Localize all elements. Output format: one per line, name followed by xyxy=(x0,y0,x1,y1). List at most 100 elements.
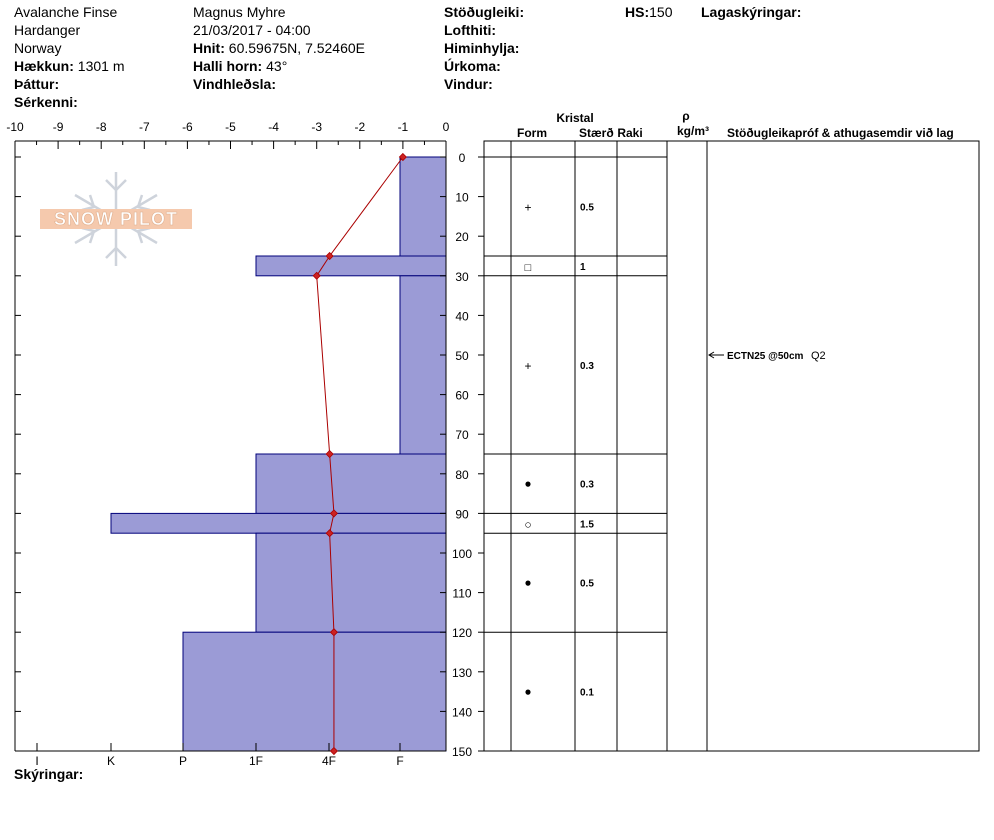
depth-tick-label: 140 xyxy=(452,705,472,719)
size-header: Stærð xyxy=(579,126,614,140)
depth-tick-label: 100 xyxy=(452,547,472,561)
depth-tick-label: 110 xyxy=(452,587,471,601)
coords-value: 60.59675N, 7.52460E xyxy=(228,40,366,56)
observation-datetime: 21/03/2017 - 04:00 xyxy=(193,22,311,38)
elevation-value: 1301 m xyxy=(77,58,125,74)
factors: Þáttur: xyxy=(14,75,125,93)
grain-form-symbol: + xyxy=(524,201,531,215)
moisture-header: Raki xyxy=(617,126,642,140)
hardness-bar xyxy=(110,512,447,534)
grain-size-value: 0.1 xyxy=(580,688,594,699)
rho-header: ρ xyxy=(682,109,689,123)
coordinates: Hnit: 60.59675N, 7.52460E xyxy=(193,39,365,57)
table-frame xyxy=(483,140,980,752)
depth-tick-label: 10 xyxy=(455,191,469,205)
elevation: Hækkun: 1301 m xyxy=(14,57,125,75)
hardness-bar xyxy=(399,275,447,455)
tests-header: Stöðugleikapróf & athugasemdir við lag xyxy=(727,126,954,140)
grain-size-value: 0.3 xyxy=(580,361,594,372)
grain-size-value: 1 xyxy=(580,262,586,273)
slope-value: 43° xyxy=(266,58,288,74)
location-name: Avalanche Finse xyxy=(14,4,118,20)
depth-tick-label: 50 xyxy=(455,349,469,363)
temperature-tick-label: -10 xyxy=(6,120,24,134)
snow-height: HS:150 xyxy=(625,3,672,21)
grain-size-value: 1.5 xyxy=(580,519,594,530)
test-pointer-arrow xyxy=(708,351,715,359)
hardness-tick-label: 4F xyxy=(322,754,336,768)
hardness-bar xyxy=(182,631,447,752)
temperature-tick-label: 0 xyxy=(443,120,450,134)
slope-angle: Halli horn: 43° xyxy=(193,57,365,75)
sky-label: Himinhylja: xyxy=(444,40,520,56)
grain-size-value: 0.5 xyxy=(580,579,594,590)
hardness-bar xyxy=(399,156,447,257)
hs-label: HS: xyxy=(625,4,650,20)
header-right: Stöðugleiki: Lofthiti: Himinhylja: Úrkom… xyxy=(444,3,524,93)
temperature-point xyxy=(325,449,334,459)
wind-label: Vindur: xyxy=(444,76,493,92)
slope-label: Halli horn: xyxy=(193,58,263,74)
layer-table: +0.5 □ 1 + 0.3 ● 0.3 ○ 1.5 ● 0.5 ● 0.1 ECTN25 @50cm Q2 xyxy=(483,140,980,752)
layer-notes-label: Lagaskýringar: xyxy=(701,4,802,20)
depth-tick-label: 20 xyxy=(455,230,469,244)
form-header: Form xyxy=(517,126,547,140)
factors-label: Þáttur: xyxy=(14,76,60,92)
hardness-tick-label: K xyxy=(107,754,115,768)
depth-tick-label: 40 xyxy=(455,309,469,323)
logo-text: SNOW PILOT xyxy=(54,209,178,229)
temperature-point xyxy=(312,271,321,280)
grain-form-symbol: ○ xyxy=(524,517,531,531)
grain-size-value: 0.3 xyxy=(580,480,594,491)
temperature-point xyxy=(398,152,407,162)
hardness-tick-label: 1F xyxy=(249,754,263,768)
header-middle: Magnus Myhre 21/03/2017 - 04:00 Hnit: 60… xyxy=(193,3,365,93)
depth-tick-label: 60 xyxy=(455,389,469,403)
left-chart-axes: -10 -9 -8 -7 -6 -5 -4 -3 -2 -1 0010203040506070809… xyxy=(6,120,484,768)
temperature-line xyxy=(316,156,404,751)
hs-value: 150 xyxy=(649,4,673,20)
wind-loading: Vindhleðsla: xyxy=(193,75,365,93)
header-left: Avalanche Finse Hardanger Norway Hækkun:… xyxy=(14,3,125,111)
precip-label: Úrkoma: xyxy=(444,58,501,74)
crystal-header: Kristal xyxy=(556,111,593,125)
elevation-label: Hækkun: xyxy=(14,58,74,74)
depth-tick-label: 150 xyxy=(452,745,472,759)
depth-tick-label: 70 xyxy=(455,428,469,442)
wind-loading-label: Vindhleðsla: xyxy=(193,76,276,92)
hardness-layers xyxy=(110,156,447,752)
temperature-point xyxy=(329,746,339,756)
depth-tick-label: 90 xyxy=(455,507,469,521)
features: Sérkenni: xyxy=(14,93,125,111)
temperature-point xyxy=(329,628,339,637)
test-quality: Q2 xyxy=(811,350,826,362)
temperature-point xyxy=(329,509,339,518)
region-name: Hardanger xyxy=(14,22,81,38)
grain-form-symbol: + xyxy=(524,359,531,373)
coords-label: Hnit: xyxy=(193,40,225,56)
country-name: Norway xyxy=(14,40,62,56)
grain-size-value: 0.5 xyxy=(580,203,594,214)
features-label: Sérkenni: xyxy=(14,94,78,110)
temperature-tick-label: -6 xyxy=(182,120,193,134)
stability-label: Stöðugleiki: xyxy=(444,4,525,20)
temperature-profile xyxy=(312,152,407,756)
temperature-tick-label: -7 xyxy=(139,120,150,134)
legend-label: Skýringar: xyxy=(14,766,84,782)
hardness-bar xyxy=(255,453,447,514)
grain-form-symbol: ● xyxy=(524,576,531,590)
depth-tick-label: 80 xyxy=(455,468,469,482)
hardness-bar xyxy=(255,255,447,277)
hardness-bar xyxy=(255,532,447,633)
temperature-tick-label: -4 xyxy=(268,120,279,134)
temperature-tick-label: -1 xyxy=(398,120,409,134)
depth-tick-label: 0 xyxy=(459,151,466,165)
temperature-tick-label: -9 xyxy=(53,120,64,134)
grain-form-symbol: ● xyxy=(524,477,531,491)
observer-name: Magnus Myhre xyxy=(193,4,286,20)
test-result: ECTN25 @50cm xyxy=(727,351,804,362)
depth-tick-label: 30 xyxy=(455,270,469,284)
hardness-tick-label: I xyxy=(35,754,38,768)
layer-notes: Lagaskýringar: xyxy=(701,3,801,21)
